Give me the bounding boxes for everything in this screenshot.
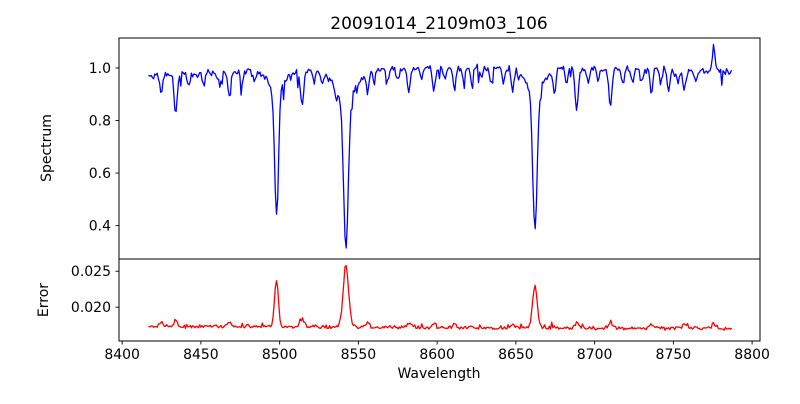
spectrum-y-ticks: 0.4 0.6 0.8 1.0 [89,61,119,235]
error-y-ticks: 0.020 0.025 [71,264,119,316]
x-axis-ticks: 8400 8450 8500 8550 8600 8650 8700 8750 8800 [104,341,770,363]
spectrum-y-tick-label: 0.6 [89,166,111,182]
error-line [148,265,732,331]
spectrum-y-tick-label: 0.8 [89,114,111,130]
x-tick-label: 8400 [104,347,140,363]
x-tick-label: 8700 [577,347,613,363]
x-tick-label: 8750 [656,347,692,363]
spectrum-y-axis-label: Spectrum [39,114,55,182]
spectrum-y-tick-label: 1.0 [89,61,111,77]
x-tick-label: 8800 [734,347,770,363]
x-tick-label: 8450 [183,347,219,363]
plot-title: 20091014_2109m03_106 [330,14,547,34]
error-y-tick-label: 0.025 [71,264,111,280]
x-axis-label: Wavelength [397,366,480,382]
x-tick-label: 8650 [498,347,534,363]
error-y-axis-label: Error [36,283,52,317]
x-tick-label: 8550 [341,347,377,363]
error-y-tick-label: 0.020 [71,300,111,316]
x-tick-label: 8500 [262,347,298,363]
x-tick-label: 8600 [419,347,455,363]
spectrum-y-tick-label: 0.4 [89,219,111,235]
spectrum-line [148,43,732,249]
